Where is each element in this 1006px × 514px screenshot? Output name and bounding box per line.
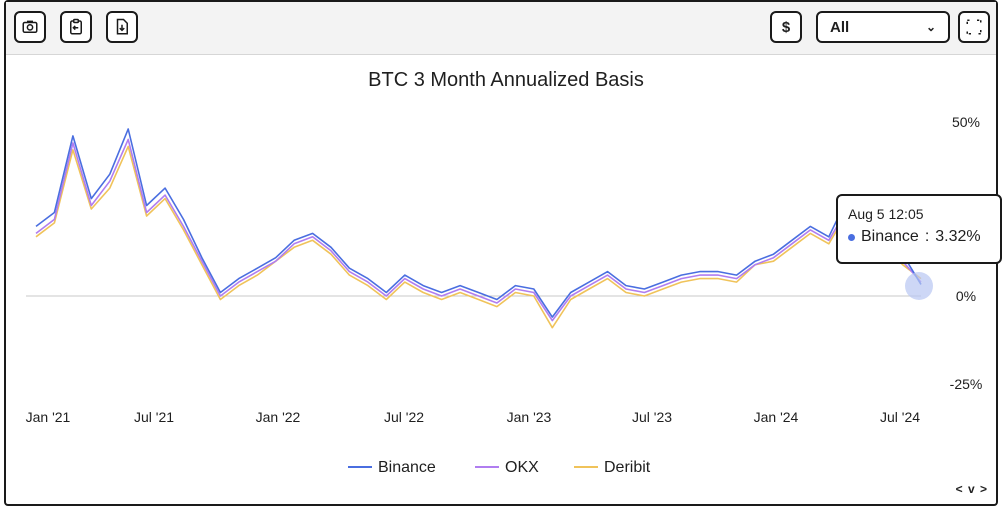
legend: Binance OKX Deribit <box>348 459 651 476</box>
chevron-down-icon: ⌄ <box>925 20 936 34</box>
series-line-okx <box>35 138 922 322</box>
x-tick-label: Jul '24 <box>880 409 920 425</box>
x-tick-label: Jul '23 <box>632 409 672 425</box>
x-tick-label: Jan '21 <box>26 409 71 425</box>
series-layer <box>35 128 922 329</box>
x-tick-label: Jan '24 <box>754 409 799 425</box>
tooltip-series-name: Binance <box>861 228 919 245</box>
toolbar: $ All ⌄ <box>6 2 996 55</box>
tooltip-value: 3.32% <box>935 228 981 245</box>
tooltip: Aug 5 12:05 Binance: 3.32% <box>836 194 1002 264</box>
x-tick-label: Jan '23 <box>507 409 552 425</box>
chart-area: BTC 3 Month Annualized Basis 50% 0% -25% J… <box>26 69 983 476</box>
y-tick-label: -25% <box>950 376 983 392</box>
x-tick-label: Jul '21 <box>134 409 174 425</box>
tooltip-series-dot <box>848 233 855 241</box>
fullscreen-icon <box>966 19 982 35</box>
hover-marker <box>905 272 933 300</box>
fullscreen-button[interactable] <box>958 11 990 43</box>
clipboard-icon <box>70 18 82 35</box>
range-select-value: All <box>830 18 850 36</box>
x-tick-label: Jan '22 <box>256 409 301 425</box>
y-tick-label: 0% <box>956 288 976 304</box>
legend-label-binance[interactable]: Binance <box>378 459 436 476</box>
legend-label-okx[interactable]: OKX <box>505 459 539 476</box>
series-line-binance <box>35 128 922 318</box>
screenshot-button[interactable] <box>14 11 46 43</box>
range-select[interactable]: All ⌄ <box>816 11 950 43</box>
series-line-deribit <box>35 145 922 329</box>
chart-panel: $ All ⌄ BTC 3 Month Annualized Basis 50%… <box>4 0 1002 506</box>
download-icon <box>116 18 128 35</box>
copy-clipboard-button[interactable] <box>60 11 92 43</box>
x-tick-label: Jul '22 <box>384 409 424 425</box>
dollar-icon: $ <box>781 18 791 36</box>
chart-title: BTC 3 Month Annualized Basis <box>368 69 644 91</box>
nav-controls[interactable]: < v > <box>955 482 988 496</box>
camera-icon <box>22 20 38 33</box>
legend-label-deribit[interactable]: Deribit <box>604 459 651 476</box>
currency-button[interactable]: $ <box>770 11 802 43</box>
x-axis-ticks: Jan '21 Jul '21 Jan '22 Jul '22 Jan '23 Jul '… <box>26 409 921 425</box>
download-button[interactable] <box>106 11 138 43</box>
y-tick-label: 50% <box>952 114 980 130</box>
y-axis-ticks: 50% 0% -25% <box>950 114 983 392</box>
tooltip-date: Aug 5 12:05 <box>848 206 924 222</box>
